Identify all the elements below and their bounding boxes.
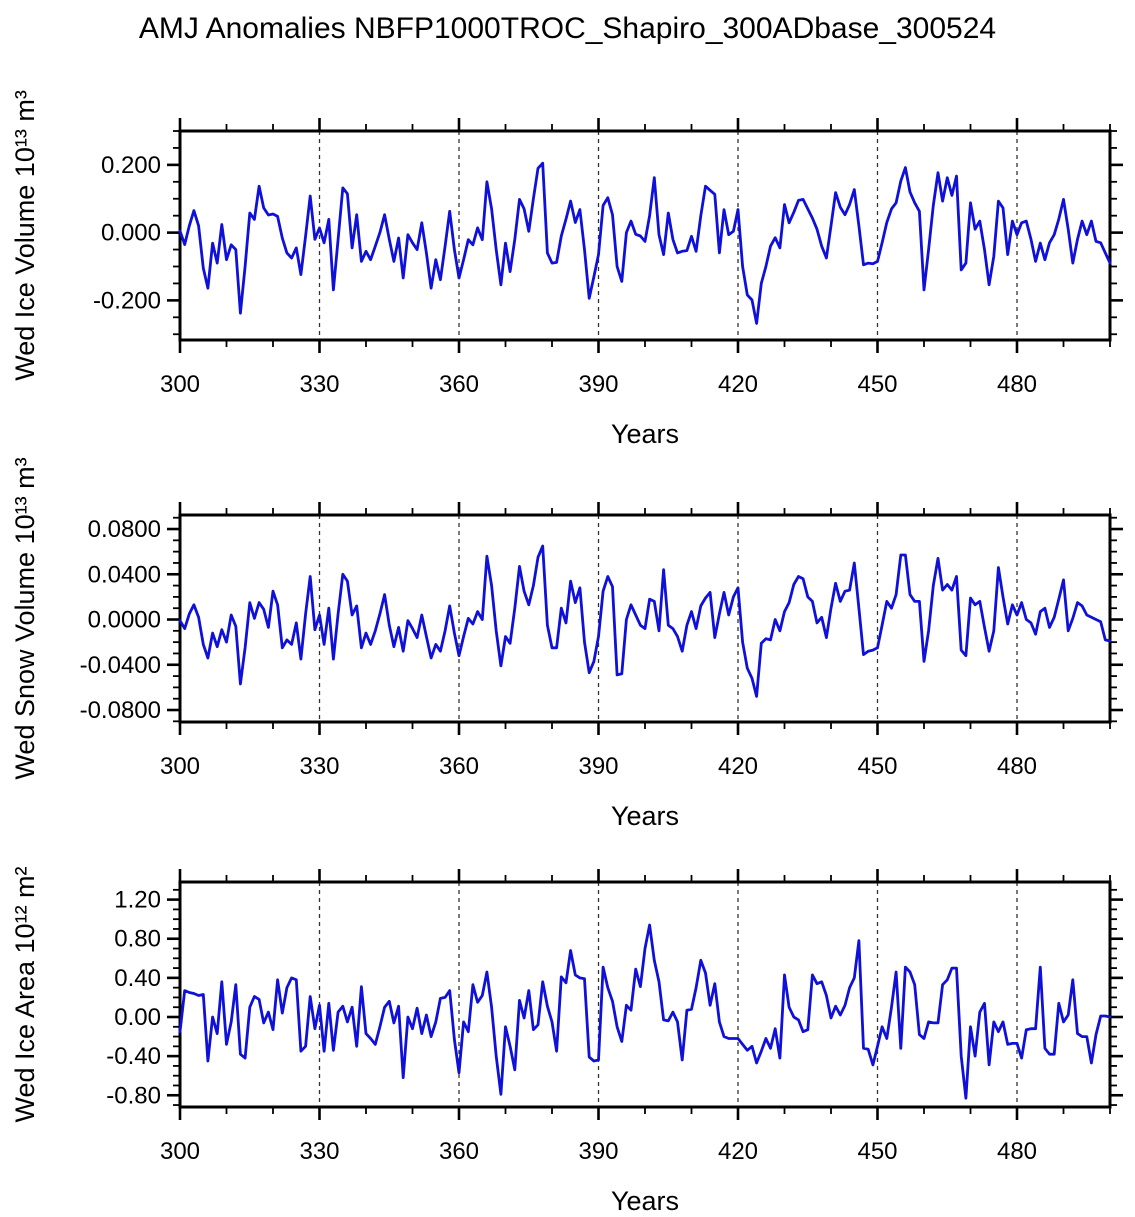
y-tick-label: 0.00 bbox=[114, 1004, 161, 1031]
chart-panel-2: 0.0800 0.0400 0.0000 -0.0400 -0.0800 300 330 36… bbox=[10, 457, 1123, 831]
y-tick-label: -0.0800 bbox=[80, 697, 161, 724]
y-tick-label: -0.80 bbox=[106, 1082, 161, 1109]
x-tick-label: 480 bbox=[997, 753, 1037, 780]
x-tick-label: 450 bbox=[857, 371, 897, 398]
y-axis-title: Wed Ice Area 10¹² m² bbox=[10, 866, 40, 1122]
x-tick-label: 300 bbox=[160, 371, 200, 398]
x-tick-label: 390 bbox=[578, 1138, 618, 1165]
x-tick-label: 360 bbox=[439, 1138, 479, 1165]
x-tick-label: 420 bbox=[718, 371, 758, 398]
data-series-line bbox=[178, 161, 1112, 325]
x-tick-label: 360 bbox=[439, 753, 479, 780]
y-tick-label: 0.200 bbox=[101, 152, 161, 179]
y-tick-label: -0.0400 bbox=[80, 652, 161, 679]
data-series-line bbox=[178, 923, 1112, 1100]
y-tick-label: 0.80 bbox=[114, 926, 161, 953]
x-tick-label: 480 bbox=[997, 371, 1037, 398]
panel-frame bbox=[178, 513, 1112, 724]
x-tick-label: 420 bbox=[718, 1138, 758, 1165]
panel-frame bbox=[178, 129, 1112, 342]
x-axis-title: Years bbox=[611, 801, 679, 831]
x-tick-label: 420 bbox=[718, 753, 758, 780]
x-tick-label: 390 bbox=[578, 371, 618, 398]
y-tick-label: -0.40 bbox=[106, 1043, 161, 1070]
x-tick-label: 300 bbox=[160, 1138, 200, 1165]
x-tick-label: 330 bbox=[299, 371, 339, 398]
y-tick-label: -0.200 bbox=[93, 287, 161, 314]
y-axis-title: Wed Ice Volume 10¹³ m³ bbox=[10, 90, 40, 381]
x-axis-title: Years bbox=[611, 419, 679, 449]
x-tick-label: 450 bbox=[857, 1138, 897, 1165]
x-tick-label: 480 bbox=[997, 1138, 1037, 1165]
x-tick-label: 450 bbox=[857, 753, 897, 780]
x-tick-label: 330 bbox=[299, 1138, 339, 1165]
data-series-line bbox=[178, 544, 1112, 698]
chart-panel-3: 1.20 0.80 0.40 0.00 -0.40 -0.80 300 330 360 390 42… bbox=[10, 866, 1123, 1216]
y-tick-label: 0.0800 bbox=[88, 516, 161, 543]
x-tick-label: 360 bbox=[439, 371, 479, 398]
y-tick-label: 0.0000 bbox=[88, 607, 161, 634]
y-tick-label: 0.40 bbox=[114, 965, 161, 992]
y-tick-label: 1.20 bbox=[114, 887, 161, 914]
figure-title: AMJ Anomalies NBFP1000TROC_Shapiro_300AD… bbox=[138, 12, 997, 45]
y-tick-label: 0.000 bbox=[101, 220, 161, 247]
x-tick-label: 300 bbox=[160, 753, 200, 780]
x-tick-label: 330 bbox=[299, 753, 339, 780]
x-tick-label: 390 bbox=[578, 753, 618, 780]
chart-panel-1: 0.200 0.000 -0.200 300 330 360 390 420 450 480 Yea… bbox=[10, 90, 1123, 449]
panel-frame bbox=[178, 880, 1112, 1109]
y-axis-title: Wed Snow Volume 10¹³ m³ bbox=[10, 457, 40, 779]
y-tick-label: 0.0400 bbox=[88, 561, 161, 588]
x-axis-title: Years bbox=[611, 1186, 679, 1216]
